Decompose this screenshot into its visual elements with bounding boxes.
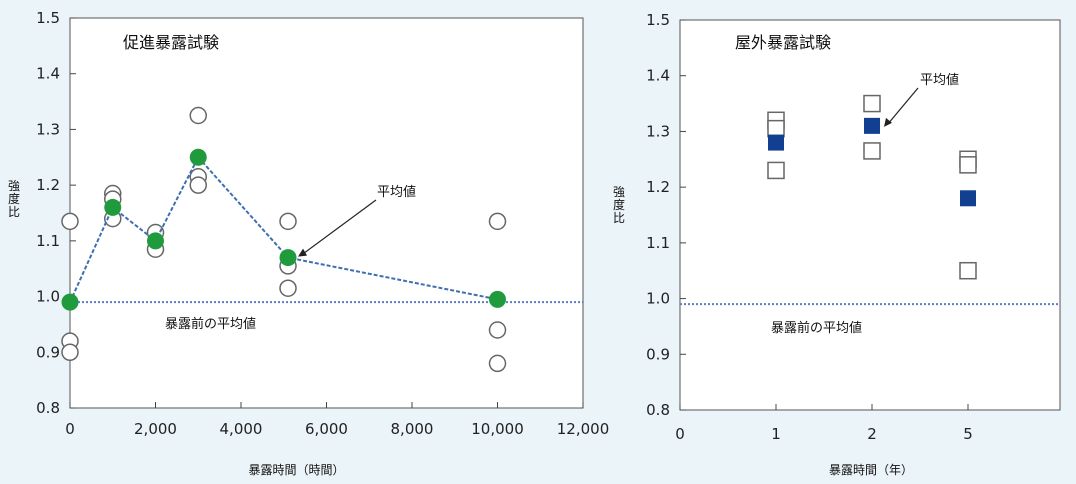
annotation-arrow-line-left xyxy=(301,199,377,256)
y-axis-label-left: 強度比 xyxy=(8,179,20,219)
data-point-open-circle xyxy=(189,176,207,194)
data-point-open-circle xyxy=(488,321,507,339)
y-tick-label: 0.9 xyxy=(646,345,670,363)
y-tick-label: 0.8 xyxy=(36,399,60,417)
data-point-mean xyxy=(489,290,506,308)
x-tick-label: 10,000 xyxy=(471,420,524,438)
data-point-open-square xyxy=(959,156,977,174)
y-tick-label: 1.5 xyxy=(646,11,670,29)
data-point-mean xyxy=(768,134,784,151)
mean-line xyxy=(69,155,498,303)
chart-title-left: 促進暴露試験 xyxy=(123,33,219,52)
y-axis-label-right: 強度比 xyxy=(613,185,625,225)
data-point-open-circle xyxy=(61,212,79,231)
data-point-open-circle xyxy=(488,354,507,373)
data-point-open-square xyxy=(959,261,977,280)
x-tick-label: 5 xyxy=(963,425,973,443)
y-tick-label: 1.3 xyxy=(646,122,670,140)
y-tick-label: 1.5 xyxy=(36,9,60,27)
y-tick-label: 1.1 xyxy=(646,234,670,252)
y-tick-label: 1.3 xyxy=(36,120,60,138)
x-tick-label: 12,000 xyxy=(557,420,610,438)
data-point-open-square xyxy=(863,94,881,113)
plot-area-left xyxy=(69,17,584,409)
data-point-mean xyxy=(960,190,976,207)
data-point-mean xyxy=(279,249,297,267)
x-tick-label: 2 xyxy=(867,425,877,443)
annotation-label-left: 平均値 xyxy=(377,184,416,200)
y-tick-label: 1.4 xyxy=(36,65,60,83)
y-tick-label: 1.4 xyxy=(646,67,670,85)
x-tick-label: 1 xyxy=(771,425,781,443)
x-axis-label-right: 暴露時間（年） xyxy=(829,463,913,477)
x-tick-label: 2,000 xyxy=(134,420,177,438)
x-tick-label: 6,000 xyxy=(305,420,348,438)
data-point-open-square xyxy=(863,142,881,160)
data-point-open-square xyxy=(767,119,785,138)
y-tick-label: 1.0 xyxy=(646,290,670,308)
chart-title-right: 屋外暴露試験 xyxy=(735,33,831,52)
data-point-mean xyxy=(189,148,207,166)
y-tick-label: 1.2 xyxy=(36,176,60,194)
data-point-mean xyxy=(61,293,79,311)
data-point-open-circle xyxy=(488,212,507,231)
y-tick-label: 1.1 xyxy=(36,232,60,250)
x-tick-label: 4,000 xyxy=(220,420,263,438)
data-point-open-circle xyxy=(279,279,297,297)
data-point-mean xyxy=(864,117,880,134)
data-point-mean xyxy=(147,232,164,250)
y-tick-label: 0.8 xyxy=(646,401,670,419)
y-tick-label: 1.2 xyxy=(646,178,670,196)
baseline-label-left: 暴露前の平均値 xyxy=(165,316,256,332)
baseline-label-right: 暴露前の平均値 xyxy=(771,320,862,336)
data-point-mean xyxy=(104,198,122,216)
x-tick-label: 8,000 xyxy=(391,420,434,438)
y-tick-label: 1.0 xyxy=(36,288,60,306)
annotation-arrow-line-right xyxy=(887,87,919,125)
x-tick-label: 0 xyxy=(65,420,75,438)
y-tick-label: 0.9 xyxy=(36,343,60,361)
plot-area-right xyxy=(679,19,1061,411)
annotation-arrow-head-left xyxy=(298,248,308,257)
annotation-arrow-head-right xyxy=(884,117,892,127)
annotation-label-right: 平均値 xyxy=(920,72,959,88)
data-point-open-circle xyxy=(61,343,79,362)
data-point-open-circle xyxy=(279,212,297,231)
x-tick-label: 0 xyxy=(675,425,685,443)
data-point-open-circle xyxy=(189,106,207,125)
data-point-open-square xyxy=(767,161,785,180)
x-axis-label-left: 暴露時間（時間） xyxy=(248,463,344,477)
